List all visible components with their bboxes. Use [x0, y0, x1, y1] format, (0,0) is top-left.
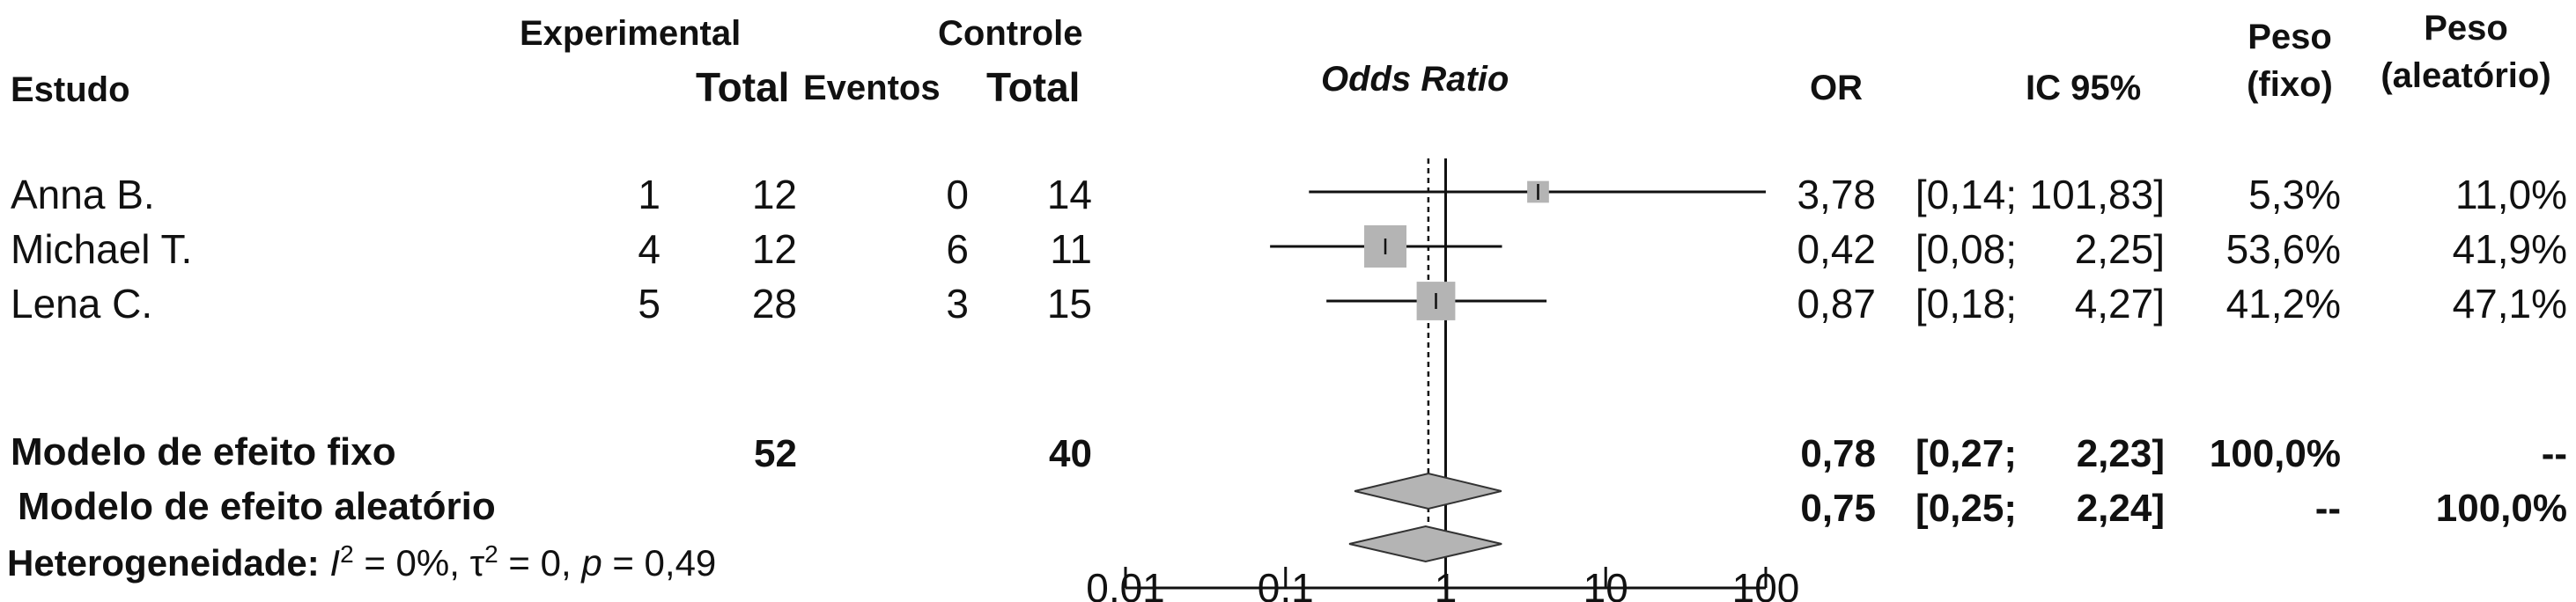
study-ci-low: [0,08; [1915, 226, 2017, 272]
study-ci-high: 4,27] [2074, 281, 2165, 327]
summary-weight-fixed: 100,0% [2209, 432, 2341, 475]
summary-or: 0,78 [1800, 432, 1876, 475]
study-or: 0,87 [1797, 281, 1876, 327]
summary-exp-total: 52 [754, 432, 797, 475]
study-ctrl-total: 15 [1046, 281, 1092, 327]
study-weight-fixed: 5,3% [2248, 172, 2341, 217]
header-ctrl-events: Eventos [803, 69, 941, 107]
header-ctrl-total: Total [986, 64, 1081, 110]
study-name: Anna B. [11, 172, 155, 217]
study-weight-fixed: 53,6% [2225, 226, 2341, 272]
study-ci-high: 101,83] [2029, 172, 2165, 217]
summary-diamond [1348, 525, 1502, 563]
study-exp-total: 12 [751, 172, 797, 217]
summary-weight-random: 100,0% [2435, 487, 2567, 530]
x-tick-label: 1 [1435, 565, 1458, 602]
study-exp-events: 1 [638, 172, 661, 217]
header-study: Estudo [11, 70, 130, 109]
heterogeneity-p-symbol: p [581, 542, 602, 584]
study-ctrl-total: 11 [1050, 226, 1092, 272]
study-or: 0,42 [1797, 226, 1876, 272]
header-exp-total: Total [696, 64, 790, 110]
study-ctrl-events: 6 [946, 226, 969, 272]
header-weight-random-2: (aleatório) [2380, 56, 2551, 95]
heterogeneity-i2-value: = 0%, [353, 542, 470, 584]
heterogeneity-i2-sup: 2 [340, 540, 354, 568]
study-weight-random: 47,1% [2452, 281, 2567, 327]
header-odds-ratio: Odds Ratio [1321, 60, 1509, 99]
study-exp-total: 28 [751, 281, 797, 327]
study-ci-high: 2,25] [2074, 226, 2165, 272]
study-weight-random: 41,9% [2452, 226, 2567, 272]
study-ctrl-total: 14 [1046, 172, 1092, 217]
study-name: Michael T. [11, 226, 193, 272]
summary-label: Modelo de efeito fixo [11, 430, 396, 474]
summary-diamond [1354, 472, 1502, 510]
header-controle: Controle [938, 14, 1083, 53]
summary-weight-random: -- [2541, 432, 2567, 475]
x-tick-label: 0,1 [1258, 565, 1314, 602]
summary-label: Modelo de efeito aleatório [18, 485, 496, 528]
study-ci-low: [0,14; [1915, 172, 2017, 217]
header-experimental: Experimental [520, 14, 742, 53]
study-exp-total: 12 [751, 226, 797, 272]
study-ci-low: [0,18; [1915, 281, 2017, 327]
x-tick-label: 10 [1583, 565, 1628, 602]
header-weight-fixed-2: (fixo) [2247, 65, 2333, 104]
x-tick-label: 0,01 [1086, 565, 1165, 602]
heterogeneity-tau-value: = 0, [498, 542, 582, 584]
study-or: 3,78 [1797, 172, 1876, 217]
heterogeneity-i2-symbol: I [329, 542, 341, 584]
heterogeneity-tau-sup: 2 [484, 540, 498, 568]
x-tick-label: 100 [1732, 565, 1800, 602]
header-weight-random-1: Peso [2424, 9, 2508, 48]
study-weight-fixed: 41,2% [2225, 281, 2341, 327]
summary-or: 0,75 [1800, 487, 1876, 530]
summary-ci-high: 2,24] [2076, 487, 2165, 530]
summary-weight-fixed: -- [2314, 487, 2341, 530]
summary-ci-high: 2,23] [2076, 432, 2165, 475]
summary-ctrl-total: 40 [1049, 432, 1092, 475]
study-exp-events: 5 [638, 281, 661, 327]
heterogeneity-line: Heterogeneidade: I2 = 0%, τ2 = 0, p = 0,… [7, 542, 716, 582]
study-weight-random: 11,0% [2454, 172, 2567, 217]
heterogeneity-prefix: Heterogeneidade: [7, 542, 320, 584]
study-ctrl-events: 3 [946, 281, 969, 327]
heterogeneity-tau-symbol: τ [469, 542, 485, 584]
study-name: Lena C. [11, 281, 153, 327]
header-or: OR [1810, 69, 1863, 107]
summary-ci-low: [0,25; [1915, 487, 2017, 530]
header-weight-fixed-1: Peso [2248, 18, 2332, 56]
study-exp-events: 4 [638, 226, 661, 272]
study-ctrl-events: 0 [946, 172, 969, 217]
header-ci: IC 95% [2026, 69, 2142, 107]
summary-ci-low: [0,27; [1915, 432, 2017, 475]
heterogeneity-p-value: = 0,49 [602, 542, 717, 584]
